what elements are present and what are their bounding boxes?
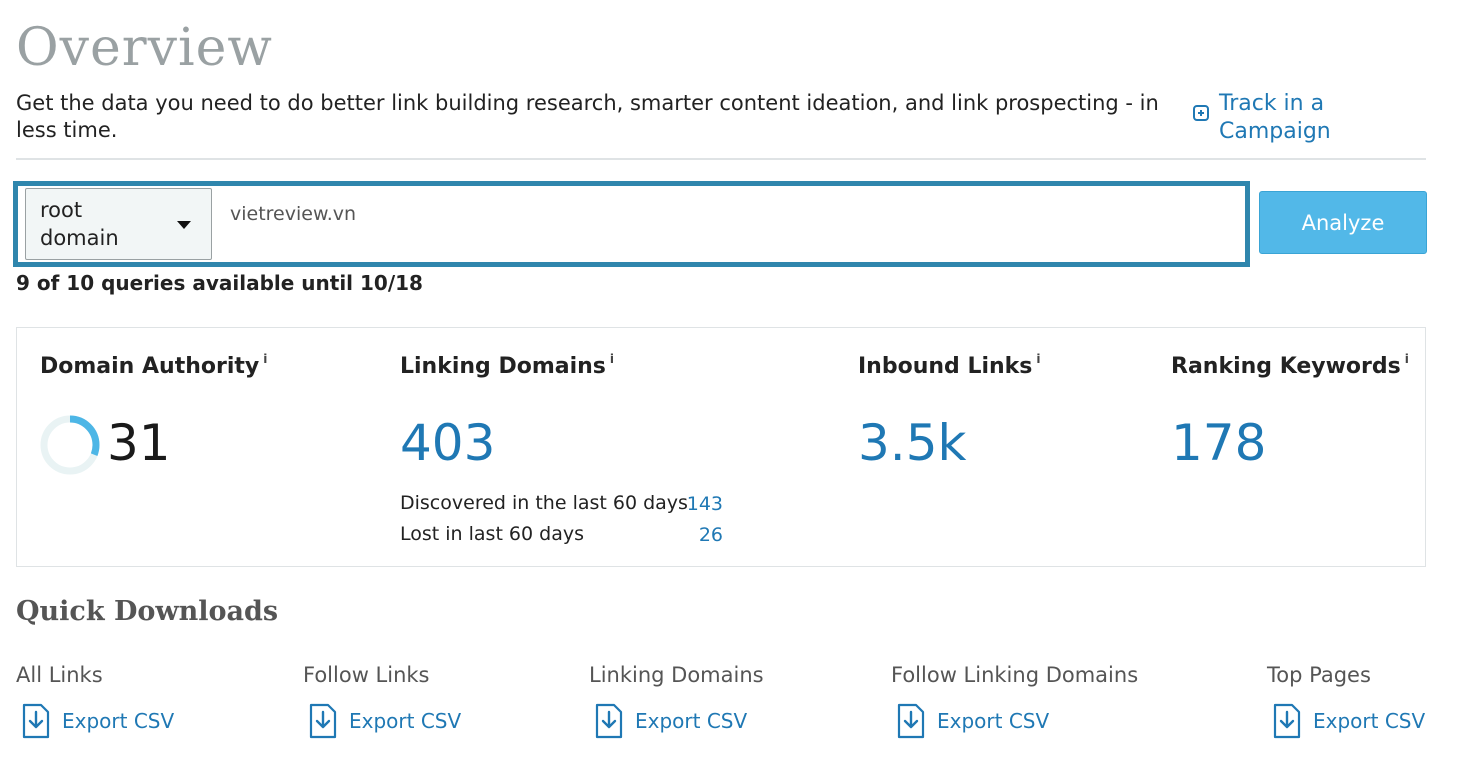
export-csv-link[interactable]: Export CSV (1273, 703, 1425, 739)
domain-authority-value: 31 (107, 414, 171, 472)
linking-domains-label: Linking Domains i (400, 352, 614, 379)
lost-label: Lost in last 60 days (400, 523, 584, 545)
export-csv-label: Export CSV (62, 709, 175, 733)
export-csv-link[interactable]: Export CSV (897, 703, 1138, 739)
page-subtitle: Get the data you need to do better link … (16, 91, 1159, 142)
download-label: Top Pages (1267, 663, 1371, 687)
export-csv-label: Export CSV (635, 709, 748, 733)
download-label: All Links (16, 663, 103, 687)
scope-line2: domain (40, 226, 119, 250)
download-follow-links: Follow Links Export CSV (303, 663, 461, 739)
download-label: Linking Domains (589, 663, 764, 687)
analyze-button[interactable]: Analyze (1259, 191, 1427, 254)
chevron-down-icon (177, 221, 191, 229)
download-linking-domains: Linking Domains Export CSV (589, 663, 764, 739)
header-divider (16, 158, 1426, 160)
linking-domains-label-text: Linking Domains (400, 354, 606, 379)
domain-input[interactable] (228, 198, 1232, 230)
linking-domains-value: 403 (400, 414, 496, 472)
track-in-campaign-link[interactable]: Track in a Campaign (1193, 90, 1331, 146)
track-label: Track in a Campaign (1219, 90, 1331, 146)
scope-select-value: root domain (40, 196, 160, 252)
file-download-icon (309, 703, 337, 739)
plus-square-icon (1193, 105, 1209, 121)
metrics-panel: Domain Authority i 31 Linking Domains i 40… (16, 327, 1426, 567)
page-title: Overview (16, 18, 273, 78)
file-download-icon (22, 703, 50, 739)
export-csv-label: Export CSV (1313, 709, 1426, 733)
info-icon[interactable]: i (1404, 352, 1409, 366)
lost-value[interactable]: 26 (698, 524, 723, 546)
export-csv-label: Export CSV (349, 709, 462, 733)
discovered-value[interactable]: 143 (686, 493, 723, 515)
ranking-keywords-value: 178 (1171, 414, 1267, 472)
export-csv-link[interactable]: Export CSV (22, 703, 174, 739)
quick-downloads-title: Quick Downloads (16, 596, 279, 627)
file-download-icon (897, 703, 925, 739)
export-csv-label: Export CSV (937, 709, 1050, 733)
export-csv-link[interactable]: Export CSV (309, 703, 461, 739)
discovered-label: Discovered in the last 60 days (400, 492, 688, 514)
ranking-keywords-label-text: Ranking Keywords (1171, 354, 1401, 379)
inbound-links-label: Inbound Links i (858, 352, 1041, 379)
download-top-pages: Top Pages Export CSV (1267, 663, 1425, 739)
scope-line1: root (40, 198, 83, 222)
download-follow-linking-domains: Follow Linking Domains Export CSV (891, 663, 1138, 739)
inbound-links-value: 3.5k (858, 414, 967, 472)
track-label-line2: Campaign (1219, 119, 1331, 144)
download-label: Follow Linking Domains (891, 663, 1139, 687)
file-download-icon (595, 703, 623, 739)
scope-select[interactable]: root domain (25, 188, 212, 260)
info-icon[interactable]: i (1036, 352, 1041, 366)
queries-remaining: 9 of 10 queries available until 10/18 (16, 271, 423, 295)
file-download-icon (1273, 703, 1301, 739)
search-bar: root domain (13, 181, 1250, 267)
domain-authority-label: Domain Authority i (40, 352, 267, 379)
progress-ring-icon (40, 415, 100, 475)
domain-authority-label-text: Domain Authority (40, 354, 260, 379)
info-icon[interactable]: i (263, 352, 268, 366)
export-csv-link[interactable]: Export CSV (595, 703, 764, 739)
download-label: Follow Links (303, 663, 430, 687)
info-icon[interactable]: i (609, 352, 615, 366)
inbound-links-label-text: Inbound Links (858, 354, 1033, 379)
ranking-keywords-label: Ranking Keywords i (1171, 352, 1409, 379)
download-all-links: All Links Export CSV (16, 663, 174, 739)
track-label-line1: Track in a (1219, 91, 1325, 116)
